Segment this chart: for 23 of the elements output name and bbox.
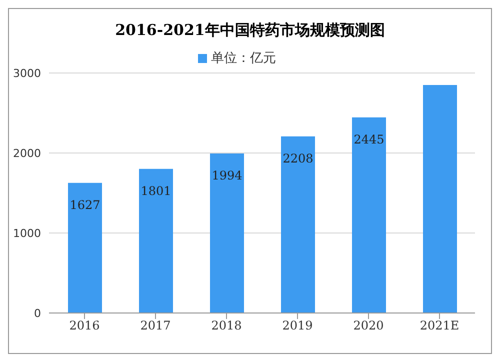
x-tick-label: 2021E <box>420 318 460 333</box>
x-tick-label: 2019 <box>282 318 313 333</box>
bar <box>139 168 173 313</box>
data-label: 1627 <box>70 198 100 212</box>
data-label: 2445 <box>354 132 384 146</box>
legend-label: 单位：亿元 <box>211 51 276 66</box>
x-tick-label: 2018 <box>211 318 242 333</box>
bar <box>281 136 315 313</box>
bar <box>423 85 457 313</box>
data-label: 1994 <box>212 168 243 182</box>
data-label: 2208 <box>282 151 314 166</box>
x-tick-label: 2017 <box>140 318 171 333</box>
y-tick-label: 2000 <box>13 146 41 160</box>
data-label: 1801 <box>140 184 172 198</box>
y-tick-label: 3000 <box>13 66 41 80</box>
chart-title: 2016-2021年中国特药市场规模预测图 <box>114 21 386 41</box>
bar <box>210 153 244 313</box>
x-tick-label: 2020 <box>353 318 384 333</box>
bar <box>352 117 386 313</box>
y-tick-label: 0 <box>34 306 41 320</box>
bar <box>68 182 102 313</box>
y-tick-label: 1000 <box>13 226 41 240</box>
x-tick-label: 2016 <box>69 318 100 333</box>
